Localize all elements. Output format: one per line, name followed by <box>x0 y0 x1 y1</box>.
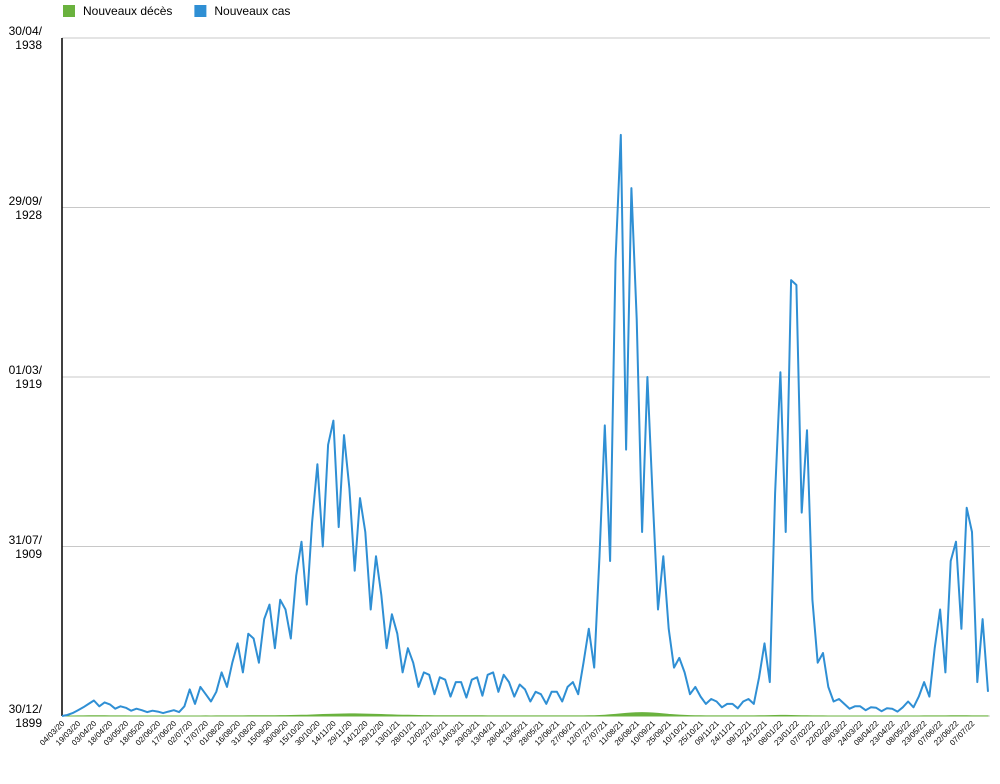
legend-swatch <box>194 5 207 17</box>
series-area <box>62 712 989 717</box>
series-line <box>61 133 989 717</box>
y-tick-label: 01/03/ 1919 <box>8 363 42 391</box>
y-tick-label: 29/09/ 1928 <box>8 193 42 222</box>
legend-swatch <box>63 5 75 17</box>
y-tick-label: 31/07/ 1909 <box>8 532 42 561</box>
y-tick-label: 30/12/ 1899 <box>8 702 42 730</box>
legend-label: Nouveaux décès <box>83 4 172 18</box>
y-tick-label: 30/04/ 1938 <box>8 24 42 52</box>
legend-label: Nouveaux cas <box>214 4 290 18</box>
